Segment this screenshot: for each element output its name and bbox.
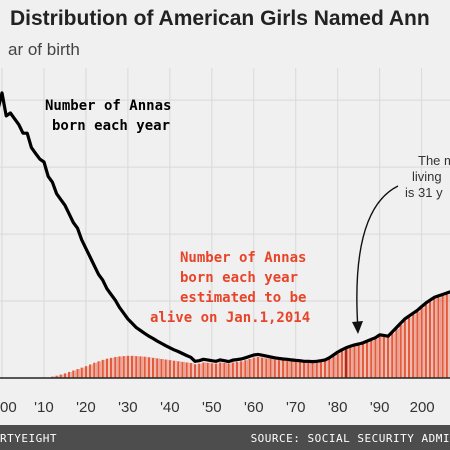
x-tick-label-9: '90	[370, 399, 390, 416]
median-arrow-curve	[356, 185, 399, 331]
born-line-series	[0, 91, 450, 364]
alive-area-series	[51, 293, 450, 378]
x-axis-ticks: 00 '10 '20 '30 '40 '50 '60 '70 '80 '90 200	[0, 399, 435, 416]
grid	[0, 68, 450, 378]
born-line-path	[0, 91, 450, 364]
x-tick-label-7: '70	[286, 399, 306, 416]
annotation-alive-line4: alive on Jan.1,2014	[150, 310, 310, 326]
x-tick-label-1: '10	[34, 399, 54, 416]
annotation-born-line1: Number of Annas	[45, 98, 171, 114]
median-arrow-head	[352, 321, 363, 334]
annotation-alive-line1: Number of Annas	[180, 250, 306, 266]
x-tick-label-6: '60	[244, 399, 264, 416]
x-tick-label-2: '20	[76, 399, 96, 416]
chart-title: Distribution of American Girls Named Ann	[10, 7, 430, 30]
annotation-alive-line2: born each year	[180, 270, 298, 286]
x-tick-label-3: '30	[118, 399, 138, 416]
x-tick-label-4: '40	[160, 399, 180, 416]
annotation-median-line2: living	[412, 169, 442, 184]
footer-left-text: RTYEIGHT	[0, 432, 57, 445]
x-tick-label-0: 00	[0, 399, 17, 416]
footer-source-text: SOURCE: SOCIAL SECURITY ADMI	[251, 432, 450, 445]
annotation-median-line3: is 31 y	[405, 185, 443, 200]
footer-bar	[0, 425, 450, 450]
chart-subtitle: ar of birth	[8, 40, 80, 59]
x-tick-label-5: '50	[202, 399, 222, 416]
annotation-alive-line3: estimated to be	[180, 290, 306, 306]
annotation-median-line1: The m	[418, 153, 450, 168]
annotation-born-line2: born each year	[52, 118, 170, 134]
x-tick-label-10: 200	[410, 399, 435, 416]
x-tick-label-8: '80	[328, 399, 348, 416]
